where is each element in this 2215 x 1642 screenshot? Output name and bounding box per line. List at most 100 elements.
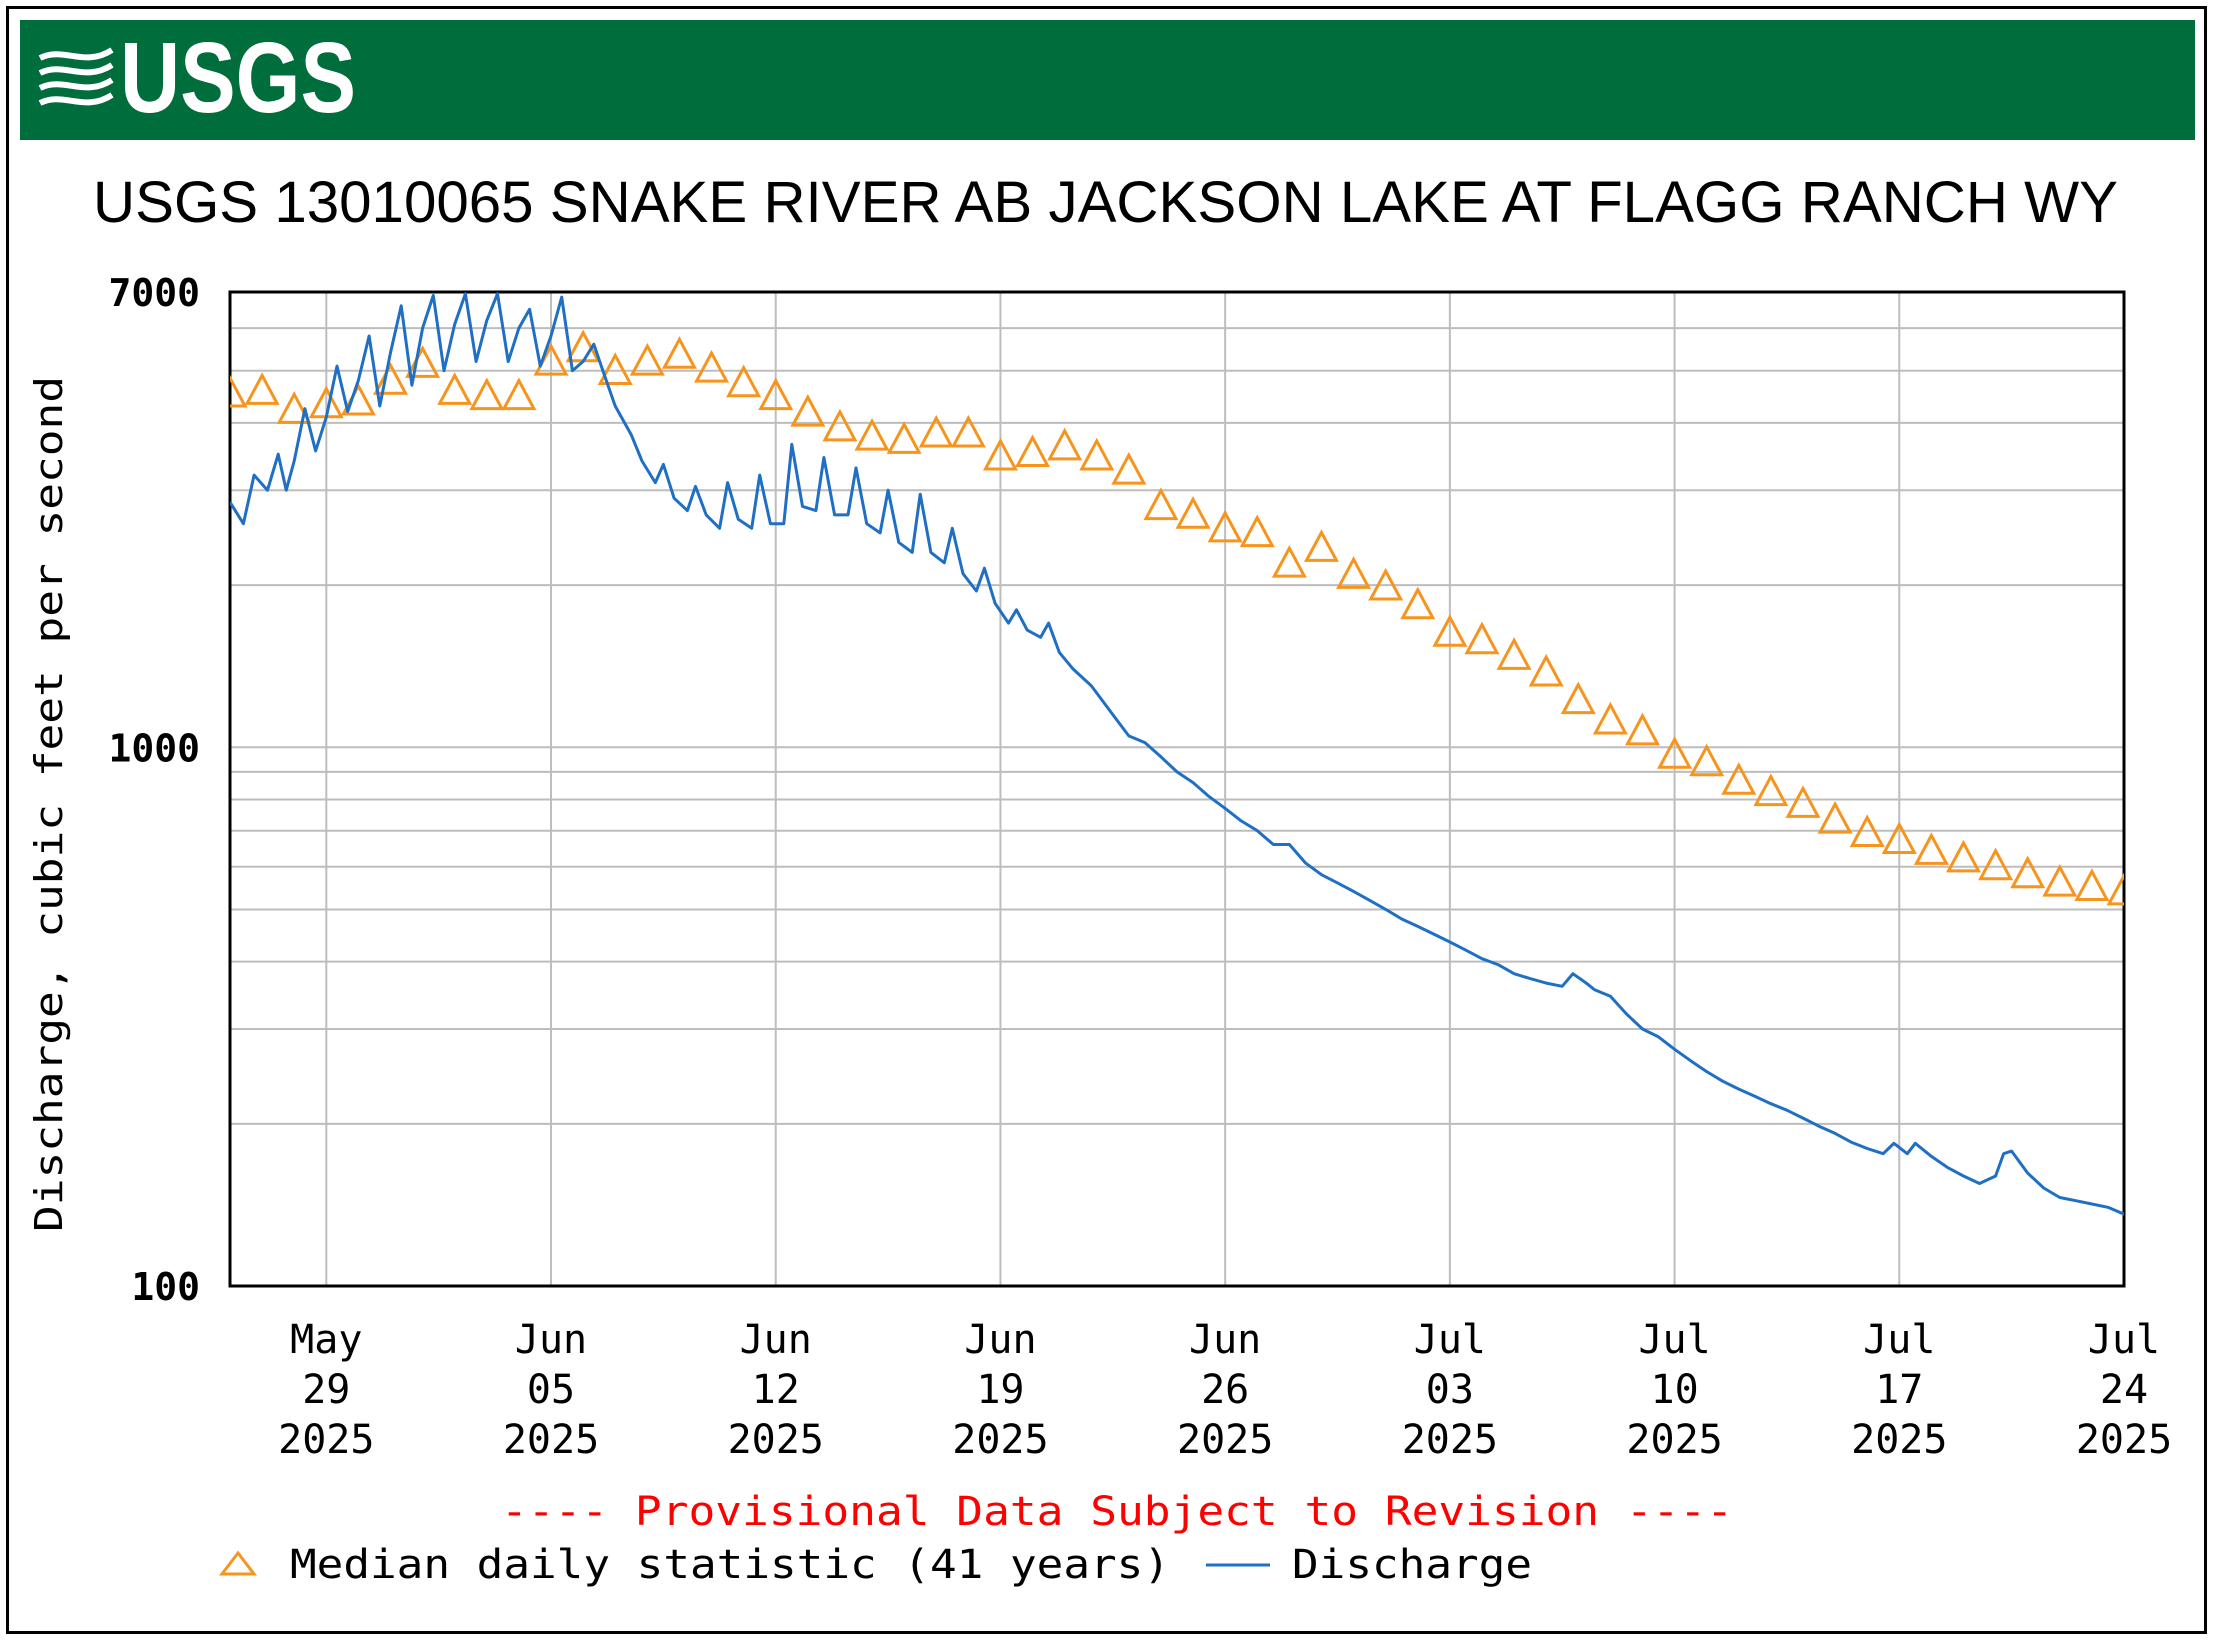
x-tick-label-year: 2025 xyxy=(1177,1417,1273,1463)
chart-frame xyxy=(6,6,2207,1634)
median-point xyxy=(1657,736,1693,769)
median-point xyxy=(1400,586,1436,620)
usgs-logo: USGS xyxy=(38,28,356,128)
x-tick-label-day: 24 xyxy=(2100,1367,2148,1413)
legend-median-label: Median daily statistic (41 years) xyxy=(290,1542,1170,1588)
median-point xyxy=(2205,880,2215,908)
median-point xyxy=(1464,621,1500,655)
median-point xyxy=(1721,762,1757,795)
x-tick-label-year: 2025 xyxy=(1626,1417,1722,1463)
median-point xyxy=(469,377,505,411)
median-point xyxy=(2106,872,2124,906)
median-point xyxy=(1303,529,1339,562)
median-point xyxy=(2010,855,2046,889)
x-tick-label-month: Jul xyxy=(1863,1317,1935,1363)
median-point xyxy=(854,417,890,451)
median-point xyxy=(1560,681,1596,715)
median-point xyxy=(276,391,312,424)
median-point xyxy=(2173,880,2203,908)
x-tick-label-year: 2025 xyxy=(503,1417,599,1463)
x-tick-label-day: 19 xyxy=(976,1367,1024,1413)
median-series xyxy=(230,329,2215,908)
median-point xyxy=(1913,832,1949,865)
median-point xyxy=(982,437,1018,471)
median-point xyxy=(1079,437,1115,471)
x-tick-label-day: 29 xyxy=(302,1367,350,1413)
median-point xyxy=(1015,434,1051,468)
usgs-logo-wave-icon xyxy=(38,40,114,116)
median-point xyxy=(1368,567,1404,601)
median-point xyxy=(2042,863,2078,897)
median-point xyxy=(1496,637,1532,670)
chart-title: USGS 13010065 SNAKE RIVER AB JACKSON LAK… xyxy=(93,170,2118,235)
median-point xyxy=(1817,800,1853,834)
median-point xyxy=(918,414,954,448)
median-point xyxy=(790,393,826,427)
median-point xyxy=(1239,514,1275,548)
median-point xyxy=(437,372,473,405)
x-tick-label-month: May xyxy=(290,1317,362,1363)
y-tick-label: 100 xyxy=(131,1265,200,1309)
median-point xyxy=(405,345,441,378)
median-point xyxy=(1047,427,1083,461)
median-point xyxy=(1689,743,1725,777)
median-point xyxy=(1978,847,2014,881)
legend-median-triangle-icon xyxy=(218,1550,258,1576)
x-tick-label-day: 10 xyxy=(1650,1367,1698,1413)
x-tick-label-year: 2025 xyxy=(952,1417,1048,1463)
median-point xyxy=(1175,496,1211,529)
median-point xyxy=(1207,509,1243,543)
median-point xyxy=(1849,814,1885,848)
median-point xyxy=(244,372,280,405)
median-point xyxy=(726,364,762,398)
median-point xyxy=(373,362,409,395)
provisional-annotation: ---- Provisional Data Subject to Revisio… xyxy=(501,1489,1733,1535)
legend-discharge-label: Discharge xyxy=(1292,1542,1532,1588)
y-tick-label: 7000 xyxy=(108,271,200,315)
x-tick-label-month: Jun xyxy=(964,1317,1036,1363)
x-tick-label-day: 17 xyxy=(1875,1367,1923,1413)
x-tick-label-day: 26 xyxy=(1201,1367,1249,1413)
median-point xyxy=(629,342,665,376)
x-tick-label-day: 05 xyxy=(527,1367,575,1413)
x-tick-labels: May292025Jun052025Jun122025Jun192025Jun2… xyxy=(278,1317,2172,1463)
median-point xyxy=(950,414,986,448)
legend: Median daily statistic (41 years) Discha… xyxy=(218,1542,1532,1588)
x-tick-label-year: 2025 xyxy=(1851,1417,1947,1463)
x-tick-label-day: 03 xyxy=(1426,1367,1474,1413)
median-point xyxy=(758,377,794,411)
x-tick-label-month: Jun xyxy=(515,1317,587,1363)
usgs-logo-text: USGS xyxy=(120,28,356,128)
median-point xyxy=(1592,701,1628,735)
usgs-header-banner xyxy=(20,20,2195,140)
x-tick-label-month: Jun xyxy=(1189,1317,1261,1363)
plot-area xyxy=(228,290,2126,1288)
y-tick-labels: 100 1000 7000 xyxy=(108,271,200,1309)
y-axis-label: Discharge, cubic feet per second xyxy=(27,376,71,1232)
x-tick-label-month: Jul xyxy=(1638,1317,1710,1363)
x-tick-label-year: 2025 xyxy=(728,1417,824,1463)
median-point xyxy=(230,374,248,408)
median-point xyxy=(886,421,922,454)
x-tick-label-month: Jul xyxy=(1414,1317,1486,1363)
median-point xyxy=(1143,487,1179,521)
median-point xyxy=(1945,839,1981,873)
y-tick-label: 1000 xyxy=(108,726,200,770)
median-point xyxy=(1528,653,1564,687)
median-point xyxy=(597,352,633,385)
median-point xyxy=(1111,451,1147,485)
x-tick-label-month: Jun xyxy=(740,1317,812,1363)
x-tick-label-year: 2025 xyxy=(278,1417,374,1463)
median-point xyxy=(1785,785,1821,818)
median-point xyxy=(1271,545,1307,578)
discharge-line xyxy=(230,292,2124,1216)
x-tick-label-month: Jul xyxy=(2088,1317,2160,1363)
median-point xyxy=(1336,556,1372,589)
median-point xyxy=(2141,876,2171,904)
median-point xyxy=(1753,773,1789,807)
median-point xyxy=(1432,614,1468,647)
median-point xyxy=(661,336,697,369)
x-tick-label-year: 2025 xyxy=(1402,1417,1498,1463)
median-point xyxy=(1881,821,1917,854)
